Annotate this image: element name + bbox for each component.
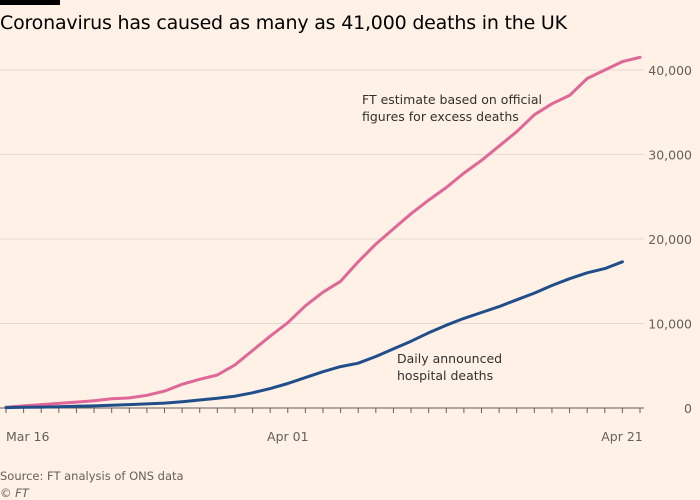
x-tick-label: Apr 01 <box>267 429 309 444</box>
x-tick-label: Apr 21 <box>601 429 643 444</box>
source-note: Source: FT analysis of ONS data <box>0 469 184 483</box>
y-tick-label: 10,000 <box>648 317 692 332</box>
y-tick-label: 30,000 <box>648 148 692 163</box>
excess-deaths-annotation: FT estimate based on official <box>362 92 542 107</box>
chart-title: Coronavirus has caused as many as 41,000… <box>0 12 567 34</box>
y-tick-label: 40,000 <box>648 63 692 78</box>
hospital-deaths-line <box>4 260 624 410</box>
y-tick-label: 0 <box>684 401 692 416</box>
x-tick-label: Mar 16 <box>6 429 50 444</box>
hospital-deaths-annotation: hospital deaths <box>397 368 493 383</box>
hospital-deaths-annotation: Daily announced <box>397 351 502 366</box>
ft-brand-bar <box>0 0 60 5</box>
excess-deaths-line <box>4 55 642 409</box>
y-tick-label: 20,000 <box>648 232 692 247</box>
ft-credit: © FT <box>0 486 29 500</box>
excess-deaths-annotation: figures for excess deaths <box>362 109 519 124</box>
